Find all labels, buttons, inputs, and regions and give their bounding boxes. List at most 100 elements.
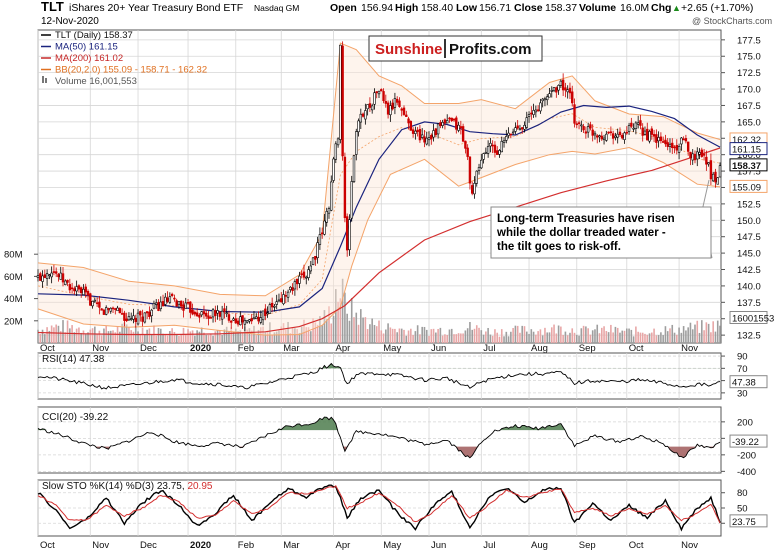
candle-body — [682, 138, 685, 141]
volume-bar — [41, 329, 44, 343]
candle-body — [521, 127, 524, 130]
candle-body — [711, 173, 715, 182]
volume-bar — [676, 334, 678, 343]
volume-bar — [385, 329, 387, 343]
volume-bar — [698, 332, 701, 343]
volume-bar — [710, 332, 712, 343]
legend-item-4: Volume 16,001,553 — [55, 76, 137, 87]
volume-bar — [441, 335, 444, 343]
candle-body — [666, 142, 669, 147]
volume-bar — [655, 335, 658, 343]
volume-bar — [625, 328, 628, 343]
candle-body — [507, 132, 510, 136]
volume-bar — [437, 329, 439, 343]
candle-body — [134, 317, 137, 322]
candle-body — [248, 319, 251, 322]
volume-bar — [637, 331, 639, 343]
cci-tick-label-2: -200 — [737, 450, 756, 461]
candlestick — [295, 278, 299, 291]
candle-body — [295, 278, 299, 285]
candle-body — [543, 98, 547, 101]
sto-x-label-1: Nov — [92, 540, 109, 551]
volume-bar — [196, 330, 198, 343]
candle-body — [420, 134, 424, 138]
candlestick — [248, 319, 251, 324]
sto-x-label-9: Jul — [483, 540, 495, 551]
candlestick — [559, 79, 563, 89]
candle-body — [691, 153, 694, 161]
close-value: 158.37 — [545, 2, 577, 14]
candlestick — [230, 320, 233, 329]
candle-body — [264, 308, 267, 316]
volume-bar — [660, 332, 662, 343]
volume-bar — [348, 320, 351, 343]
candle-body — [343, 156, 347, 219]
volume-bar — [685, 330, 687, 343]
candle-body — [632, 127, 635, 130]
price-tick-label-18: 177.5 — [737, 35, 761, 46]
volume-tick-label-1: 40M — [4, 294, 23, 305]
legend-item-3: BB(20,2.0) 155.09 - 158.71 - 162.32 — [55, 65, 207, 76]
volume-bar — [582, 325, 585, 343]
candle-body — [334, 143, 338, 160]
volume-bar — [387, 323, 389, 343]
candlestick — [232, 316, 235, 321]
volume-bar — [132, 331, 135, 343]
candlestick — [689, 151, 692, 166]
candlestick — [73, 286, 76, 295]
candlestick — [534, 105, 538, 118]
sto-x-label-4: Feb — [238, 540, 254, 551]
volume-bar — [648, 333, 651, 343]
candle-body — [539, 102, 542, 112]
candlestick — [691, 149, 694, 165]
candle-body — [364, 110, 367, 120]
candlestick — [502, 137, 506, 148]
candle-body — [207, 315, 210, 319]
volume-bar — [569, 332, 571, 343]
candle-body — [611, 133, 615, 139]
volume-bar — [378, 320, 380, 343]
volume-bar — [355, 312, 358, 343]
candlestick — [480, 153, 483, 170]
volume-bar — [59, 331, 62, 343]
candlestick — [184, 297, 187, 309]
volume-bar — [298, 332, 301, 343]
candlestick — [227, 310, 231, 323]
candlestick — [416, 127, 419, 137]
volume-bar — [541, 335, 544, 343]
candle-body — [718, 165, 722, 178]
volume-bar — [589, 334, 592, 343]
candle-body — [82, 288, 85, 295]
candle-body — [386, 102, 390, 115]
candlestick — [132, 308, 135, 324]
candle-body — [314, 255, 317, 260]
candle-body — [275, 301, 278, 305]
candlestick — [50, 266, 53, 284]
candle-body — [145, 311, 149, 314]
candle-body — [184, 302, 187, 309]
candlestick — [414, 126, 417, 140]
candlestick — [79, 286, 83, 298]
low-value: 156.71 — [479, 2, 511, 14]
candlestick — [621, 133, 624, 140]
candlestick — [280, 292, 283, 303]
volume-bar — [535, 334, 537, 343]
ohlc-readout: Open 156.94 High 158.40 Low 156.71 Close… — [330, 2, 753, 14]
volume-bar — [653, 328, 655, 343]
candlestick — [318, 227, 322, 250]
candle-body — [477, 167, 481, 172]
volume-bar — [662, 335, 664, 343]
volume-bar — [103, 328, 105, 343]
candlestick — [484, 147, 488, 155]
candle-body — [427, 137, 431, 141]
legend-item-2: MA(200) 161.02 — [55, 53, 123, 64]
price-tick-label-10: 157.5 — [737, 167, 761, 178]
candle-body — [514, 127, 517, 132]
rsi-tick-label-3: 90 — [737, 352, 748, 363]
candlestick — [355, 128, 358, 161]
candlestick — [130, 312, 133, 322]
candlestick — [430, 133, 433, 145]
candle-body — [327, 208, 331, 214]
candle-body — [564, 87, 567, 91]
candle-body — [159, 301, 162, 310]
